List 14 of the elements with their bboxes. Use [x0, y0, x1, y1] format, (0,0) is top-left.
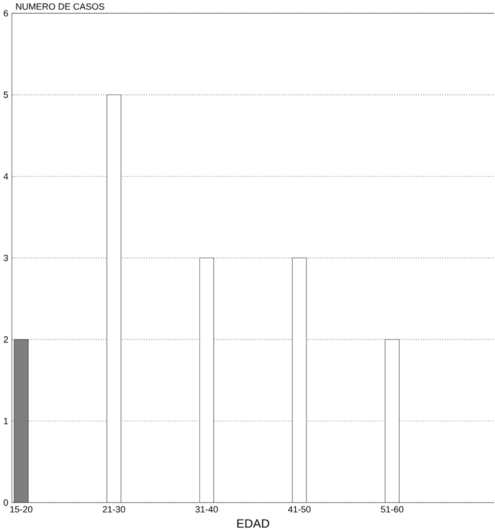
y-tick-label: 0 [4, 499, 8, 506]
y-tick-label: 4 [4, 173, 8, 180]
x-tick-label: 31-40 [196, 506, 218, 512]
y-tick-label: 5 [4, 92, 8, 98]
x-tick-label: 21-30 [103, 506, 126, 512]
y-tick-label: 3 [4, 254, 8, 262]
x-tick-label: 41-50 [288, 506, 311, 512]
y-tick-label: 6 [4, 10, 8, 16]
y-tick-label: 1 [4, 418, 8, 424]
x-tick-label: 51-60 [381, 506, 404, 512]
x-axis-title: EDAD [238, 519, 270, 528]
x-tick-label: 15-20 [10, 506, 33, 512]
y-axis-title: NUMERO DE CASOS [16, 3, 104, 10]
y-tick-label: 2 [4, 336, 8, 343]
